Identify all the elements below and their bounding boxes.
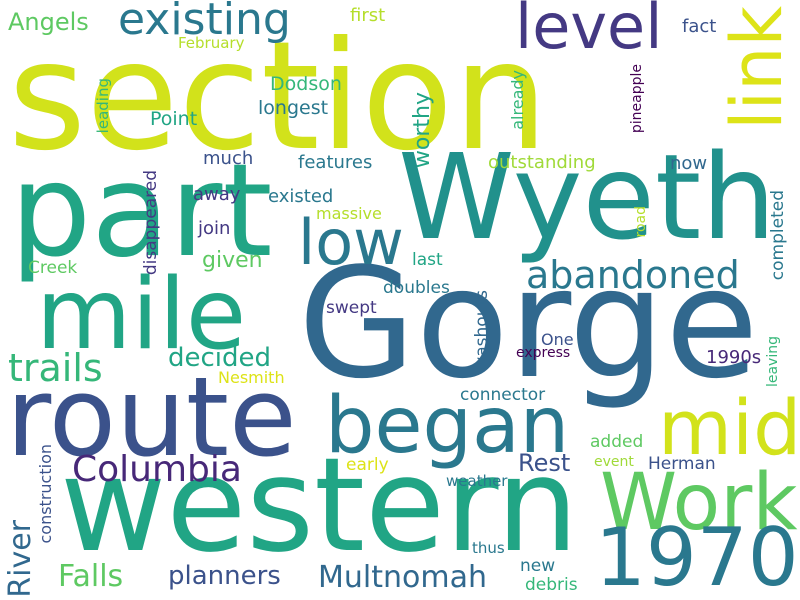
word-now: now (670, 153, 708, 174)
word-disappeared: disappeared (141, 170, 161, 276)
word-leading: leading (94, 78, 112, 134)
word-join: join (198, 218, 231, 239)
word-work: Work (600, 458, 798, 548)
word-angels: Angels (8, 8, 89, 36)
word-new: new (520, 556, 556, 576)
word-fact: fact (682, 16, 717, 37)
word-columbia: Columbia (72, 449, 242, 490)
word-began: began (325, 381, 570, 471)
word-mid: mid (658, 383, 800, 472)
word-features: features (298, 152, 373, 173)
word-dodson: Dodson (270, 73, 342, 95)
word-early: early (346, 455, 389, 475)
word-decided: decided (168, 343, 272, 373)
word-outstanding: outstanding (488, 152, 596, 173)
word-level: level (515, 0, 663, 63)
word-multnomah: Multnomah (318, 560, 487, 595)
word-construction: construction (36, 444, 55, 544)
word-falls: Falls (58, 559, 124, 594)
word-pineapple: pineapple (629, 64, 645, 134)
word-one: One (541, 330, 574, 349)
word-low: low (298, 206, 404, 279)
word-1990s: 1990s (706, 347, 762, 368)
word-western: western (60, 429, 579, 581)
word-gorge: Gorge (298, 235, 759, 412)
word-last: last (412, 250, 443, 270)
word-creek: Creek (28, 258, 78, 278)
word-existed: existed (268, 186, 334, 207)
word-away: away (193, 184, 241, 205)
word-doubles: doubles (383, 278, 450, 298)
word-river: River (3, 520, 38, 598)
word-mile: mile (36, 258, 247, 372)
word-already: already (508, 70, 527, 130)
word-washouts: washouts (472, 290, 492, 371)
word-herman: Herman (648, 454, 716, 474)
word-connector: connector (460, 385, 546, 405)
word-weather: weather (446, 472, 508, 490)
word-trails: trails (8, 346, 103, 390)
word-leaving: leaving (765, 336, 781, 388)
word-massive: massive (316, 204, 382, 223)
word-existing: existing (118, 0, 291, 45)
word-part: part (10, 137, 273, 286)
word-abandoned: abandoned (526, 253, 740, 297)
word-worthy: worthy (410, 92, 435, 169)
word-completed: completed (768, 190, 788, 281)
word-route: route (6, 353, 297, 481)
word-february: February (178, 34, 245, 52)
word-event: event (594, 454, 634, 470)
word-thus: thus (472, 539, 505, 557)
word-given: given (202, 248, 263, 273)
word-rest: Rest (518, 449, 571, 477)
word-express: express (516, 345, 571, 361)
word-wyeth: Wyeth (398, 128, 777, 266)
word-planners: planners (168, 561, 281, 591)
word-debris: debris (525, 575, 578, 595)
word-swept: swept (326, 298, 377, 318)
word-first: first (350, 5, 386, 26)
word-longest: longest (258, 97, 329, 119)
word-point: Point (150, 108, 198, 130)
word-section: section (8, 10, 549, 184)
word-link: link (716, 6, 798, 130)
word-nesmith: Nesmith (218, 368, 285, 387)
word-much: much (203, 148, 254, 169)
word-1970s: 1970s (595, 511, 800, 600)
word-added: added (590, 432, 644, 452)
word-road: road (633, 206, 649, 238)
